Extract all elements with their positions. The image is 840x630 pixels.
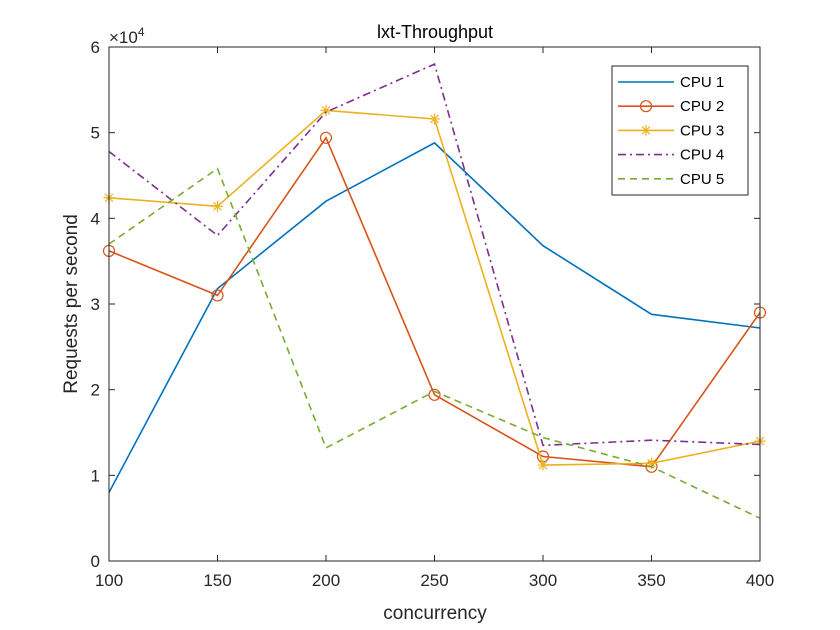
y-tick-label: 4 xyxy=(91,209,100,228)
series-2-point xyxy=(211,289,224,302)
series-2-point xyxy=(428,388,441,401)
series-2-point xyxy=(319,131,333,144)
y-tick-label: 3 xyxy=(91,295,100,314)
x-tick-label: 100 xyxy=(95,571,123,590)
y-exponent-base: ×10 xyxy=(109,28,138,47)
x-tick-label: 300 xyxy=(529,571,557,590)
legend-label-4: CPU 4 xyxy=(680,147,724,164)
x-axis-title: concurrency xyxy=(383,603,487,624)
series-3-point xyxy=(320,104,332,116)
y-tick-label: 1 xyxy=(91,466,100,485)
y-tick-label: 0 xyxy=(91,552,100,571)
series-layer xyxy=(102,62,767,519)
series-3-point xyxy=(212,200,223,212)
legend-label-5: CPU 5 xyxy=(680,171,724,188)
series-line-5 xyxy=(108,167,761,519)
legend: CPU 1 CPU 2 CPU 3 CPU 4 CPU 5 xyxy=(611,65,749,196)
y-exponent-power: 4 xyxy=(138,25,145,39)
axes-layer: 100 150 200 250 300 350 400 0 1 2 3 4 5 6 xyxy=(91,38,775,590)
y-exponent-label: ×104 xyxy=(109,25,145,47)
legend-label-1: CPU 1 xyxy=(680,74,724,91)
x-tick-label: 150 xyxy=(203,571,231,590)
series-line-4 xyxy=(108,62,761,447)
x-tick-label: 350 xyxy=(637,571,665,590)
legend-marker-3 xyxy=(640,124,652,136)
series-3-point xyxy=(646,457,657,469)
series-3-point xyxy=(537,459,549,471)
y-tick-label: 6 xyxy=(91,38,100,57)
chart-title: lxt-Throughput xyxy=(377,22,493,42)
x-tick-label: 400 xyxy=(746,571,774,590)
legend-label-2: CPU 2 xyxy=(680,98,724,115)
series-3-point xyxy=(429,113,440,125)
legend-label-3: CPU 3 xyxy=(680,122,724,139)
series-line-1 xyxy=(108,141,761,493)
x-tick-label: 250 xyxy=(420,571,448,590)
legend-marker-2 xyxy=(639,100,653,113)
x-tick-label: 200 xyxy=(312,571,340,590)
y-axis-title: Requests per second xyxy=(61,214,82,394)
y-tick-label: 5 xyxy=(91,124,100,143)
y-tick-label: 2 xyxy=(91,381,100,400)
